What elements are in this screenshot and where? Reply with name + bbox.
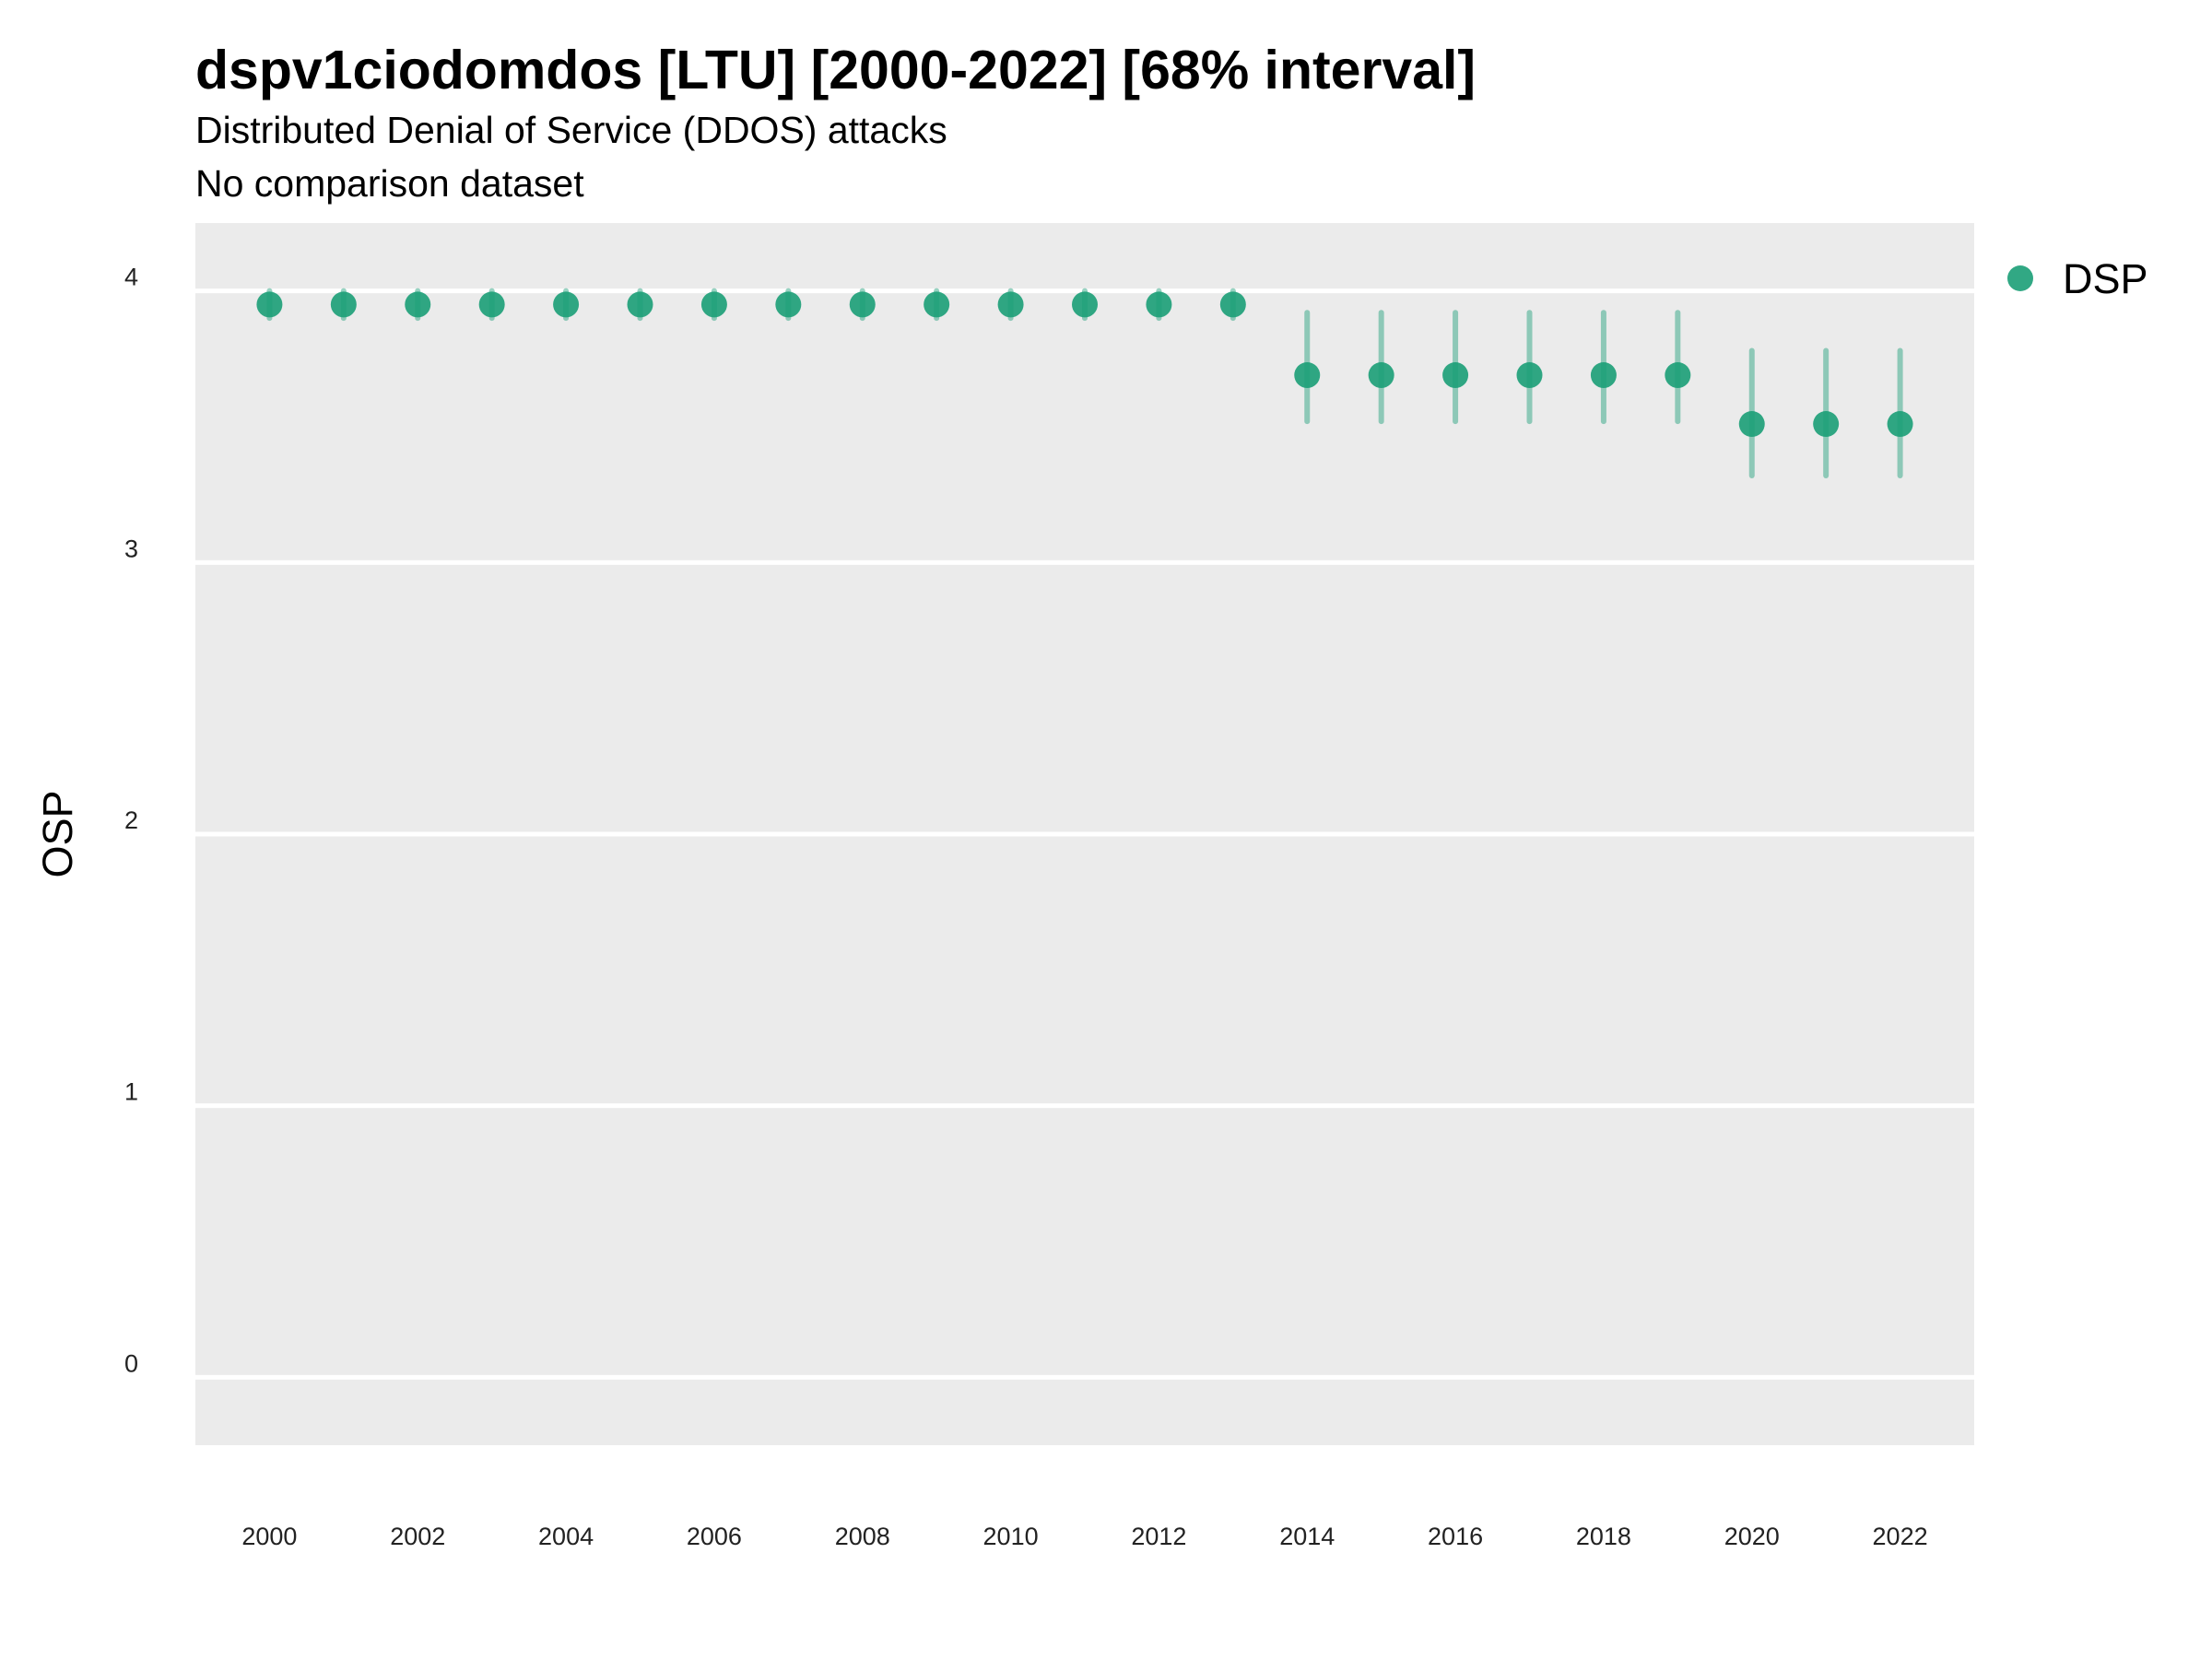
data-point <box>1813 411 1840 438</box>
data-point <box>405 291 431 318</box>
gridlines <box>195 288 1974 1380</box>
x-tick-label: 2022 <box>1873 1523 1928 1550</box>
chart-subtitle: Distributed Denial of Service (DDOS) att… <box>195 109 947 151</box>
chart-caption: No comparison dataset <box>195 162 584 205</box>
x-tick-label: 2014 <box>1279 1523 1335 1550</box>
y-axis-label: OSP <box>34 790 81 877</box>
data-point <box>1146 291 1172 318</box>
x-tick-label: 2002 <box>390 1523 445 1550</box>
data-point <box>1442 362 1469 389</box>
data-point <box>627 291 653 318</box>
legend-dsp-label: DSP <box>2063 255 2148 302</box>
data-point <box>1738 411 1765 438</box>
data-point <box>1887 411 1913 438</box>
data-point <box>849 291 876 318</box>
data-points <box>256 291 1913 438</box>
data-point <box>1665 362 1691 389</box>
y-tick-label: 2 <box>124 806 138 834</box>
y-tick-label: 3 <box>124 535 138 562</box>
x-tick-label: 2004 <box>538 1523 594 1550</box>
data-point <box>478 291 505 318</box>
data-point <box>1072 291 1098 318</box>
y-tick-label: 4 <box>124 264 138 291</box>
data-point <box>1590 362 1617 389</box>
y-tick-label: 1 <box>124 1078 138 1106</box>
data-point <box>256 291 283 318</box>
x-tick-label: 2018 <box>1576 1523 1631 1550</box>
x-tick-label: 2016 <box>1428 1523 1483 1550</box>
legend-dsp-marker <box>2007 265 2033 291</box>
x-tick-label: 2006 <box>687 1523 742 1550</box>
legend: DSP <box>2007 255 2148 302</box>
y-tick-label: 0 <box>124 1349 138 1377</box>
data-point <box>1294 362 1321 389</box>
data-point <box>1516 362 1543 389</box>
x-tick-label: 2020 <box>1724 1523 1780 1550</box>
chart-title: dspv1ciodomdos [LTU] [2000-2022] [68% in… <box>195 40 1476 100</box>
x-tick-label: 2012 <box>1131 1523 1186 1550</box>
data-point <box>1219 291 1246 318</box>
data-point <box>775 291 802 318</box>
y-tick-labels: 0 1 2 3 4 <box>124 264 138 1378</box>
x-tick-label: 2008 <box>835 1523 890 1550</box>
data-point <box>700 291 727 318</box>
x-tick-label: 2000 <box>241 1523 297 1550</box>
x-tick-label: 2010 <box>983 1523 1039 1550</box>
data-point <box>997 291 1024 318</box>
data-point <box>924 291 950 318</box>
data-point <box>553 291 580 318</box>
x-tick-labels: 2000 2002 2004 2006 2008 2010 2012 2014 2016 2018… <box>241 1523 1927 1550</box>
data-point <box>330 291 357 318</box>
data-point <box>1368 362 1394 389</box>
